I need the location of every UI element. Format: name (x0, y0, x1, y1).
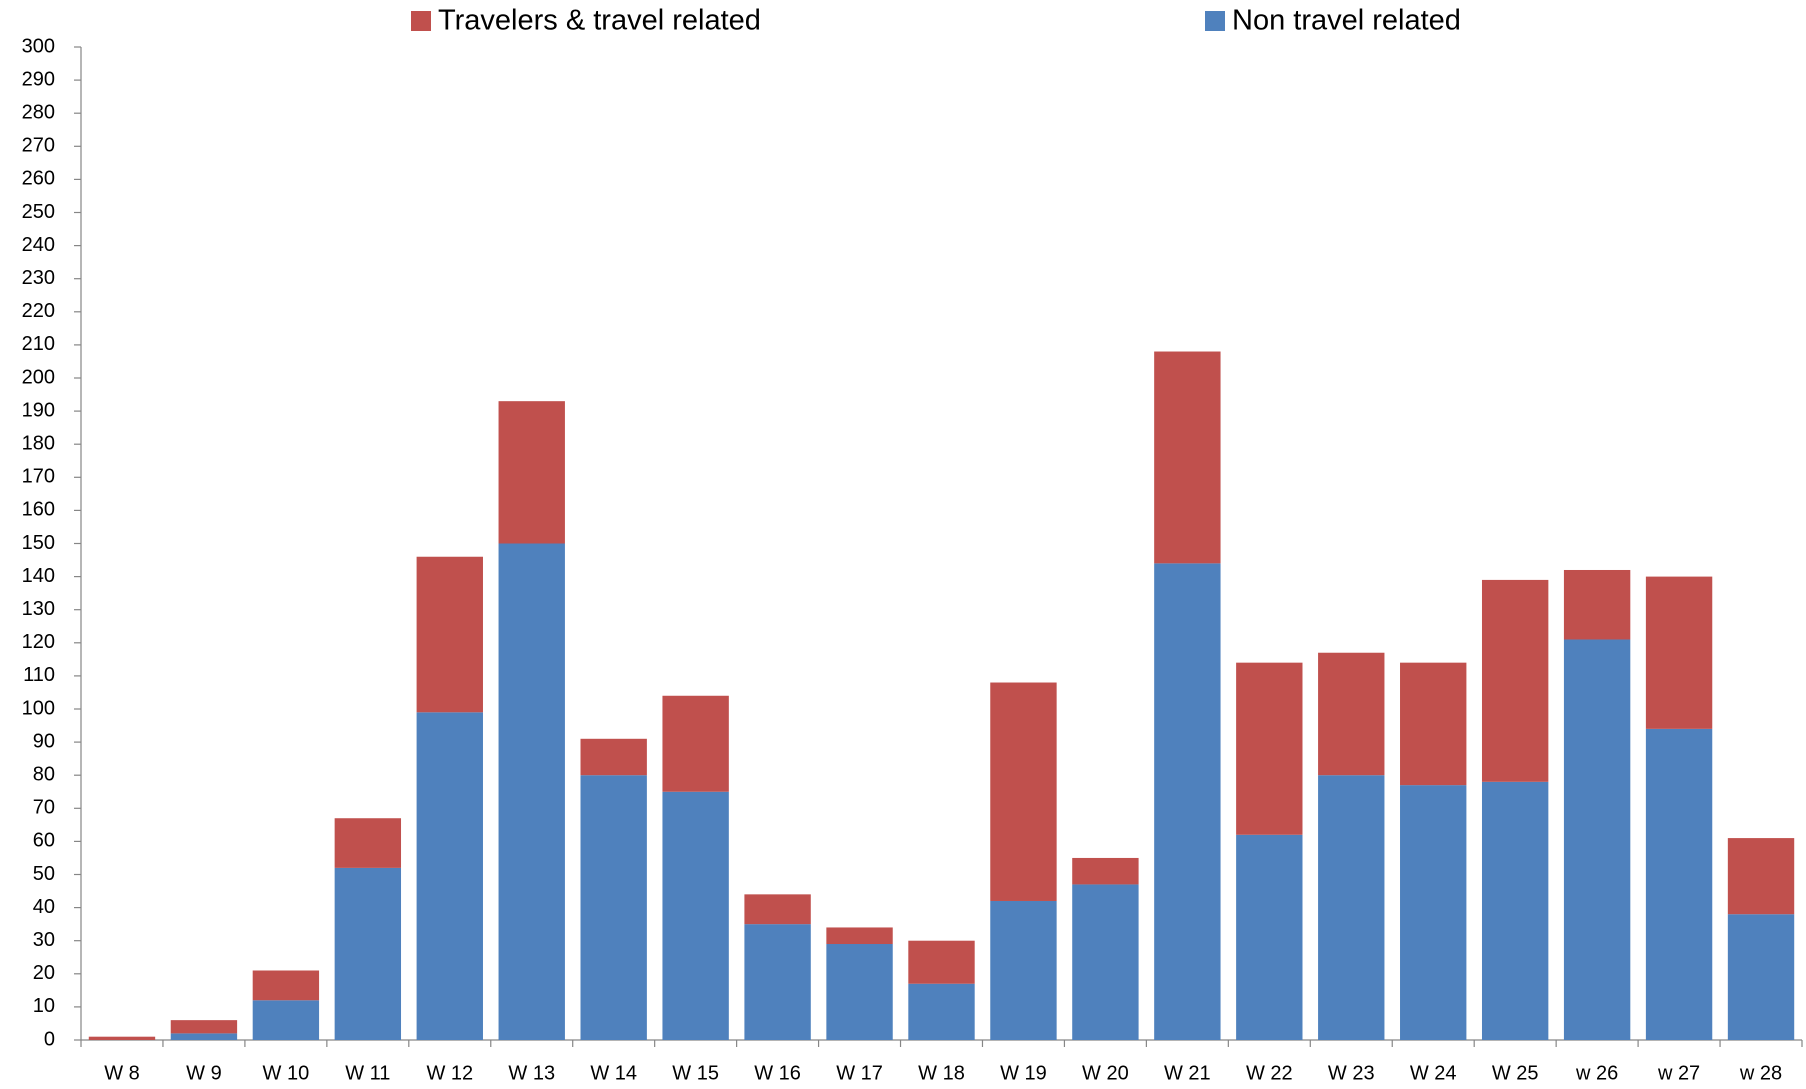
y-tick-label: 10 (33, 995, 55, 1017)
bar-segment (1400, 662, 1467, 786)
x-tick-label: W 13 (508, 1062, 555, 1084)
bar-segment (1563, 639, 1631, 1040)
bar-segment (1072, 884, 1139, 1040)
y-tick-label: 0 (44, 1028, 55, 1050)
bar-segment (498, 401, 565, 544)
bar-segment (1563, 569, 1631, 640)
x-tick-label: W 19 (1000, 1062, 1047, 1084)
bar-segment (1318, 775, 1385, 1040)
bar-segment (662, 791, 729, 1040)
bar-segment (662, 695, 729, 792)
x-tick-label: W 8 (104, 1062, 140, 1084)
x-tick-label: W 22 (1246, 1062, 1293, 1084)
bar-segment (580, 738, 647, 776)
bar-segment (1154, 351, 1221, 564)
x-tick-label: W 24 (1410, 1062, 1457, 1084)
y-tick-label: 190 (22, 399, 55, 421)
y-tick-label: 220 (22, 300, 55, 322)
y-tick-label: 210 (22, 333, 55, 355)
x-tick-label: W 16 (754, 1062, 801, 1084)
legend-swatch (411, 11, 431, 31)
y-tick-label: 50 (33, 863, 55, 885)
bar-segment (744, 894, 811, 925)
bar-segment (1154, 563, 1221, 1040)
bar-segment (170, 1020, 238, 1034)
x-tick-label: W 23 (1328, 1062, 1375, 1084)
x-tick-label: W 21 (1164, 1062, 1211, 1084)
y-tick-label: 20 (33, 962, 55, 984)
y-tick-label: 90 (33, 730, 55, 752)
bar-segment (1400, 785, 1467, 1040)
bar-segment (1236, 662, 1303, 835)
bar-segment (990, 900, 1057, 1040)
bar-segment (1727, 838, 1795, 915)
x-tick-label: w 28 (1739, 1062, 1782, 1084)
y-tick-label: 80 (33, 763, 55, 785)
y-tick-label: 240 (22, 234, 55, 256)
x-tick-label: W 17 (836, 1062, 883, 1084)
x-tick-label: W 20 (1082, 1062, 1129, 1084)
bar-segment (416, 556, 483, 713)
y-tick-label: 100 (22, 697, 55, 719)
y-tick-label: 250 (22, 201, 55, 223)
bar-segment (908, 983, 975, 1040)
y-tick-label: 40 (33, 896, 55, 918)
x-tick-label: W 15 (672, 1062, 719, 1084)
x-tick-label: W 12 (426, 1062, 473, 1084)
x-tick-label: W 18 (918, 1062, 965, 1084)
legend-label: Travelers & travel related (438, 5, 761, 37)
y-tick-label: 110 (23, 664, 55, 686)
bar-segment (580, 775, 647, 1040)
bar-segment (252, 970, 320, 1001)
bar-segment (334, 867, 402, 1040)
bar-segment (334, 818, 402, 868)
x-tick-label: w 27 (1657, 1062, 1700, 1084)
y-tick-label: 30 (33, 929, 55, 951)
bar-segment (826, 944, 893, 1040)
bar-segment (908, 940, 975, 984)
bar-segment (826, 927, 893, 945)
bar-segment (1318, 652, 1385, 776)
y-tick-label: 290 (22, 68, 55, 90)
y-tick-label: 260 (22, 168, 55, 190)
bar-segment (1481, 781, 1549, 1040)
y-tick-label: 160 (22, 499, 55, 521)
y-tick-label: 120 (22, 631, 55, 653)
bar-segment (498, 543, 565, 1040)
y-tick-label: 70 (33, 797, 55, 819)
bar-segment (990, 682, 1057, 901)
y-tick-label: 270 (22, 135, 55, 157)
y-tick-label: 300 (22, 35, 55, 57)
x-tick-label: W 14 (590, 1062, 637, 1084)
y-tick-label: 200 (22, 366, 55, 388)
bar-segment (1645, 728, 1713, 1040)
x-tick-label: w 26 (1575, 1062, 1618, 1084)
y-tick-label: 140 (22, 565, 55, 587)
x-tick-label: W 25 (1492, 1062, 1539, 1084)
bar-segment (1481, 579, 1549, 782)
bar-segment (1236, 834, 1303, 1040)
y-tick-label: 170 (22, 466, 55, 488)
y-tick-label: 230 (22, 267, 55, 289)
bar-segment (1072, 857, 1139, 885)
legend-swatch (1205, 11, 1225, 31)
bar-segment (1727, 914, 1795, 1040)
bar-segment (1645, 576, 1713, 729)
x-tick-label: W 10 (263, 1062, 310, 1084)
bar-segment (252, 1000, 320, 1040)
bar-segment (170, 1033, 238, 1040)
y-tick-label: 60 (33, 830, 55, 852)
y-tick-label: 130 (22, 598, 55, 620)
bar-segment (744, 924, 811, 1040)
x-tick-label: W 9 (186, 1062, 222, 1084)
x-tick-label: W 11 (345, 1062, 390, 1084)
legend-label: Non travel related (1232, 5, 1461, 37)
bar-segment (88, 1036, 156, 1040)
y-tick-label: 150 (22, 532, 55, 554)
y-tick-label: 280 (22, 101, 55, 123)
bar-segment (416, 712, 483, 1040)
y-tick-label: 180 (22, 432, 55, 454)
